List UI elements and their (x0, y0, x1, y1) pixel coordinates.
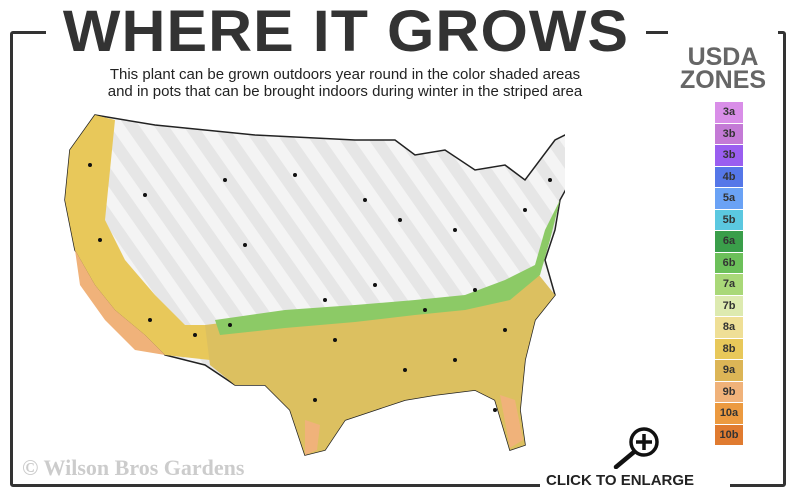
city-markers (88, 163, 552, 412)
legend-title-line: ZONES (679, 66, 767, 94)
title-backdrop (46, 0, 646, 60)
zone-legend: 3a 3b 3b 4b 5a 5b 6a 6b 7a 7b 8a 8b 9a 9b 10a 10b (715, 102, 743, 446)
zone-9-texas (305, 420, 320, 455)
page-title: WHERE IT GROWS (62, 0, 630, 64)
zoom-in-icon[interactable] (610, 425, 666, 469)
subtitle-line: and in pots that can be brought indoors … (107, 83, 583, 100)
zone-swatch-5a: 5a (715, 188, 743, 209)
zone-swatch-9a: 9a (715, 360, 743, 381)
zone-swatch-4b: 4b (715, 166, 743, 187)
zone-swatch-8a: 8a (715, 317, 743, 338)
zone-swatch-10a: 10a (715, 403, 743, 424)
zone-7-band (215, 200, 560, 335)
zone-swatch-5b: 5b (715, 209, 743, 230)
legend-title: USDA ZONES (668, 43, 778, 94)
legend-title-line: USDA (687, 43, 759, 71)
zone-9-coast (75, 250, 165, 355)
subtitle-line: This plant can be grown outdoors year ro… (109, 66, 581, 83)
legend-backdrop (668, 28, 778, 98)
zone-swatch-7b: 7b (715, 295, 743, 316)
zone-swatch-3b: 3b (715, 123, 743, 144)
zone-9-florida (500, 395, 523, 448)
warm-zone-west (65, 115, 220, 360)
subtitle: This plant can be grown outdoors year ro… (40, 66, 650, 100)
us-zone-map[interactable] (55, 110, 565, 460)
zone-swatch-7a: 7a (715, 274, 743, 295)
zone-swatch-6b: 6b (715, 252, 743, 273)
watermark: © Wilson Bros Gardens (22, 455, 245, 480)
click-to-enlarge-link[interactable]: CLICK TO ENLARGE (546, 472, 695, 489)
enlarge-backdrop (540, 470, 730, 500)
zone-swatch-3a: 3a (715, 102, 743, 123)
zone-swatch-3b: 3b (715, 145, 743, 166)
zone-swatch-6a: 6a (715, 231, 743, 252)
zone-swatch-8b: 8b (715, 338, 743, 359)
zone-swatch-9b: 9b (715, 381, 743, 402)
zone-swatch-10b: 10b (715, 424, 743, 445)
